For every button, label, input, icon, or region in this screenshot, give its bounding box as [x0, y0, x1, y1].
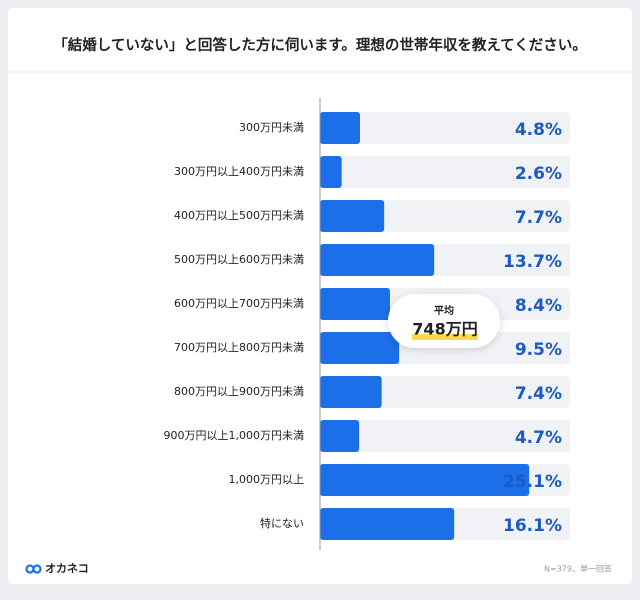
bar — [320, 508, 455, 540]
value-label: 16.1% — [503, 516, 562, 536]
value-label: 4.8% — [515, 120, 562, 140]
value-label: 2.6% — [515, 164, 562, 184]
bar — [320, 420, 360, 452]
y-tick-label: 800万円以上900万円未満 — [174, 385, 304, 398]
brand: オカネコ — [45, 562, 89, 575]
y-tick-label: 300万円以上400万円未満 — [174, 165, 304, 178]
bar — [320, 376, 382, 408]
y-tick-label: 500万円以上600万円未満 — [174, 253, 304, 266]
chart-title: 「結婚していない」と回答した方に伺います。理想の世帯年収を教えてください。 — [53, 36, 586, 54]
bar — [320, 156, 342, 188]
logo-icon — [32, 564, 42, 574]
y-tick-label: 900万円以上1,000万円未満 — [164, 429, 305, 442]
callout-label: 平均 — [434, 304, 454, 317]
value-label: 7.7% — [515, 208, 562, 228]
y-tick-label: 600万円以上700万円未満 — [174, 297, 304, 310]
note: N=379、単一回答 — [544, 564, 612, 574]
value-label: 7.4% — [515, 384, 562, 404]
value-label: 9.5% — [515, 340, 562, 360]
bar — [320, 244, 435, 276]
logo: オカネコ — [25, 562, 89, 575]
bar — [320, 200, 385, 232]
average-callout: 平均 748万円 — [388, 294, 500, 348]
bar — [320, 464, 530, 496]
value-label: 8.4% — [515, 296, 562, 316]
bar — [320, 112, 360, 144]
callout-highlight — [412, 334, 478, 340]
bar — [320, 288, 390, 320]
bar — [320, 332, 400, 364]
bar-track — [320, 420, 570, 452]
y-tick-label: 特にない — [260, 516, 304, 530]
callout-value: 748万円 — [412, 320, 477, 339]
value-label: 4.7% — [515, 428, 562, 448]
y-tick-label: 400万円以上500万円未満 — [174, 209, 304, 222]
bar-track — [320, 112, 570, 144]
value-label: 25.1% — [503, 472, 562, 492]
y-tick-label: 300万円未満 — [239, 121, 304, 134]
y-tick-label: 700万円以上800万円未満 — [174, 341, 304, 354]
y-tick-label: 1,000万円以上 — [229, 473, 305, 486]
bar-track — [320, 376, 570, 408]
value-label: 13.7% — [503, 252, 562, 272]
bar-track — [320, 156, 570, 188]
